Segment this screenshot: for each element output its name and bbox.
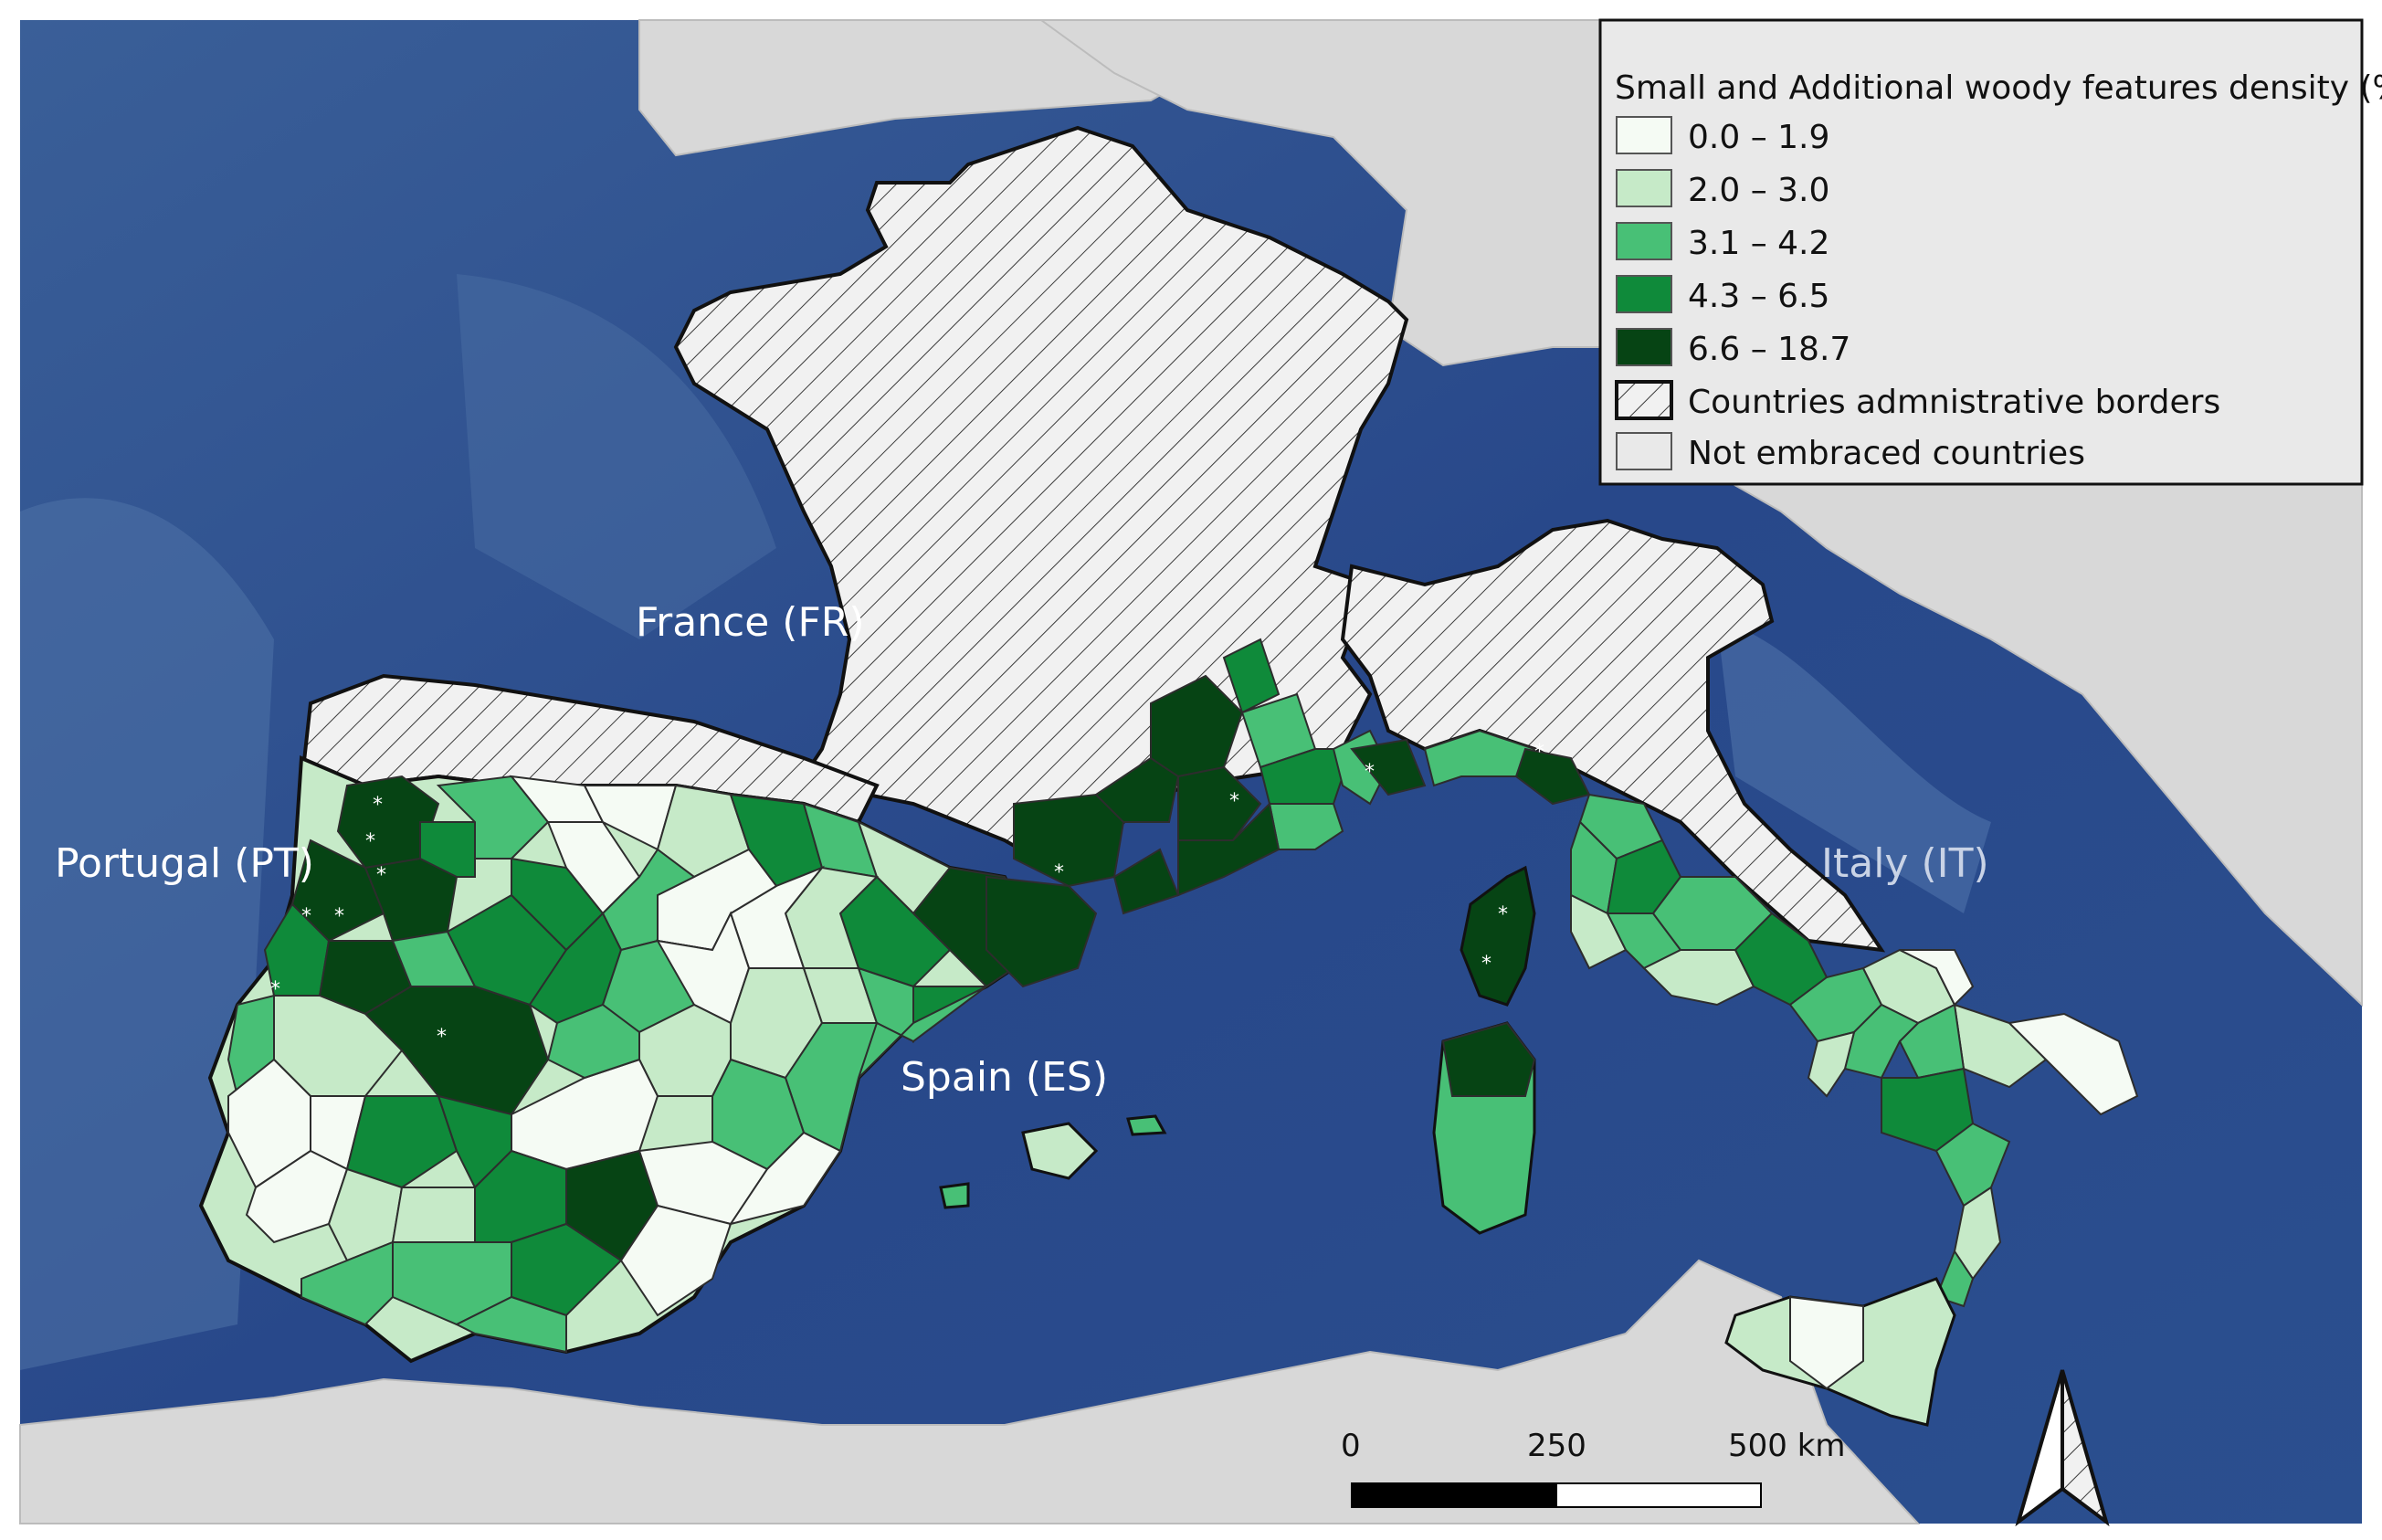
marker: * (1498, 903, 1508, 926)
label-italy: Italy (IT) (1821, 840, 1989, 887)
marker: * (1054, 861, 1064, 884)
iberia-regions (227, 775, 1043, 1354)
label-france: France (FR) (636, 599, 865, 646)
marker: * (365, 830, 375, 853)
south-france-regions (985, 638, 1427, 988)
legend-label-6: Not embraced countries (1688, 435, 2085, 472)
scale-label-0: 0 (1341, 1428, 1361, 1464)
legend-swatch-3 (1616, 275, 1672, 313)
continental-shelf (457, 274, 776, 639)
ibiza (939, 1182, 970, 1209)
scale-segment-black (1351, 1482, 1557, 1508)
marker: * (1365, 761, 1375, 784)
marker: * (270, 978, 280, 1001)
legend-label-2: 3.1 – 4.2 (1688, 225, 1829, 262)
scale-segment-white (1555, 1482, 1762, 1508)
legend-label-5: Countries admnistrative borders (1688, 384, 2220, 421)
france-region (673, 125, 1409, 880)
marker: * (334, 905, 344, 928)
marker: * (301, 905, 311, 928)
significance-markers: * * * * * * * * * * * * * (270, 741, 1544, 1049)
legend-label-4: 6.6 – 18.7 (1688, 331, 1850, 368)
corsica (1460, 865, 1536, 1007)
marker: * (373, 794, 383, 817)
scale-bar: 0 250 500 km (1341, 1428, 1846, 1508)
legend-swatch-0 (1616, 116, 1672, 154)
legend-label-1: 2.0 – 3.0 (1688, 172, 1829, 209)
legend: Small and Additional woody features dens… (1598, 18, 2382, 486)
marker: * (437, 1026, 447, 1049)
legend-swatch-5 (1615, 380, 1673, 420)
sicily-region (1789, 1295, 1864, 1390)
marker: * (1229, 790, 1239, 813)
italy-regions (1423, 729, 2139, 1308)
marker: * (1481, 953, 1491, 976)
legend-title: Small and Additional woody features dens… (1615, 69, 2382, 107)
mallorca (1021, 1122, 1099, 1180)
marker: * (376, 864, 386, 887)
legend-label-0: 0.0 – 1.9 (1688, 119, 1829, 156)
continental-shelf (20, 498, 274, 1370)
menorca (1126, 1114, 1167, 1136)
continental-shelf (1717, 621, 1991, 913)
label-portugal: Portugal (PT) (55, 840, 314, 887)
legend-swatch-6 (1616, 432, 1672, 470)
marker: * (1534, 741, 1544, 764)
label-spain: Spain (ES) (901, 1054, 1108, 1101)
scale-label-500: 500 km (1728, 1428, 1846, 1464)
legend-swatch-2 (1616, 222, 1672, 260)
legend-swatch-1 (1616, 169, 1672, 207)
sardinia-north (1441, 1021, 1536, 1097)
legend-swatch-4 (1616, 328, 1672, 366)
legend-label-3: 4.3 – 6.5 (1688, 278, 1829, 315)
scale-label-250: 250 (1527, 1428, 1586, 1464)
north-arrow-icon (2015, 1369, 2110, 1527)
legend-box (1598, 18, 2364, 486)
